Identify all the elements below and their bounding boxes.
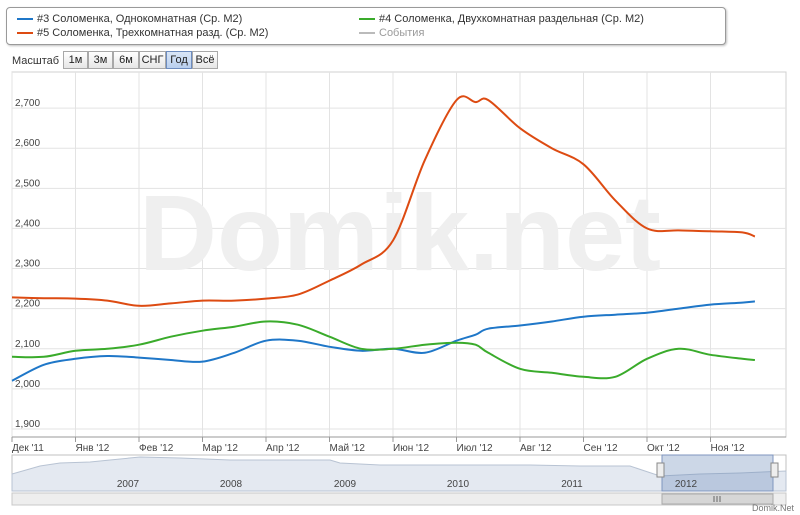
range-button-all[interactable]: Всё: [192, 51, 218, 69]
x-axis: Дек '11 Янв '12 Фев '12 Мар '12 Апр '12 Май '…: [11, 436, 786, 454]
x-tick-label: Фев '12: [139, 443, 174, 454]
x-tick-label: Янв '12: [76, 443, 110, 454]
range-button-ytd[interactable]: СНГ: [139, 51, 166, 69]
y-tick-label: 2,000: [15, 379, 40, 390]
legend-swatch: [17, 32, 33, 35]
x-tick-label: Мар '12: [203, 443, 239, 454]
range-button-3m[interactable]: 3м: [88, 51, 113, 69]
range-selector-label: Масштаб: [12, 55, 60, 67]
legend-item-series-3[interactable]: #3 Соломенка, Однокомнатная (Ср. М2): [17, 13, 242, 25]
series-layer: [11, 95, 756, 382]
watermark: Domik.net: [139, 172, 661, 293]
y-tick-label: 2,300: [15, 259, 40, 270]
range-button-1m[interactable]: 1м: [63, 51, 88, 69]
legend-swatch: [359, 32, 375, 35]
navigator-handle-left[interactable]: [656, 462, 665, 478]
x-tick-label: Сен '12: [584, 443, 619, 454]
navigator-year-label: 2011: [561, 479, 583, 490]
legend-item-events[interactable]: События: [359, 27, 424, 39]
chart-legend: #3 Соломенка, Однокомнатная (Ср. М2) #4 …: [6, 7, 726, 45]
legend-swatch: [359, 18, 375, 21]
legend-item-series-4[interactable]: #4 Соломенка, Двухкомнатная раздельная (…: [359, 13, 644, 25]
x-tick-label: Июн '12: [393, 443, 429, 454]
series-line-4: [11, 320, 755, 380]
navigator-series-area: [11, 456, 787, 492]
y-tick-label: 1,900: [15, 419, 40, 430]
navigator-year-label: 2012: [675, 479, 698, 490]
y-tick-label: 2,200: [15, 299, 40, 310]
x-tick-label: Май '12: [330, 443, 366, 454]
y-tick-label: 2,600: [15, 138, 40, 149]
range-button-6m[interactable]: 6м: [113, 51, 139, 69]
navigator-scrollbar[interactable]: [11, 492, 787, 506]
scrollbar-track: [11, 492, 787, 506]
scrollbar-grip-icon: [713, 496, 721, 502]
x-tick-label: Авг '12: [520, 443, 552, 454]
navigator[interactable]: 2007 2008 2009 2010 2011 2012: [11, 454, 787, 492]
navigator-year-label: 2007: [117, 479, 140, 490]
navigator-selection[interactable]: [661, 454, 774, 492]
legend-label: #5 Соломенка, Трехкомнатная разд. (Ср. М…: [37, 27, 269, 39]
legend-item-series-5[interactable]: #5 Соломенка, Трехкомнатная разд. (Ср. М…: [17, 27, 268, 39]
x-tick-label: Дек '11: [12, 443, 44, 454]
y-tick-label: 2,700: [15, 98, 40, 109]
y-axis: 1,900 2,000 2,100 2,200 2,300 2,400 2,500 2,600…: [15, 98, 40, 430]
navigator-year-label: 2009: [334, 479, 357, 490]
y-tick-label: 2,500: [15, 178, 40, 189]
x-tick-label: Июл '12: [457, 443, 494, 454]
series-line-3: [11, 300, 755, 382]
legend-label: События: [379, 27, 425, 39]
x-tick-label: Ноя '12: [711, 443, 745, 454]
x-tick-label: Окт '12: [647, 443, 680, 454]
navigator-year-label: 2008: [220, 479, 243, 490]
y-tick-label: 2,400: [15, 218, 40, 229]
range-button-year[interactable]: Год: [166, 51, 192, 69]
x-tick-label: Апр '12: [266, 443, 300, 454]
legend-label: #3 Соломенка, Однокомнатная (Ср. М2): [37, 13, 243, 25]
credit-text: Domik.Net: [751, 503, 794, 513]
navigator-year-labels: 2007 2008 2009 2010 2011 2012: [117, 479, 698, 490]
legend-swatch: [17, 18, 33, 21]
y-tick-label: 2,100: [15, 339, 40, 350]
legend-label: #4 Соломенка, Двухкомнатная раздельная (…: [379, 13, 644, 25]
series-line-5: [11, 95, 756, 307]
navigator-year-label: 2010: [447, 479, 470, 490]
navigator-handle-right[interactable]: [770, 462, 779, 478]
